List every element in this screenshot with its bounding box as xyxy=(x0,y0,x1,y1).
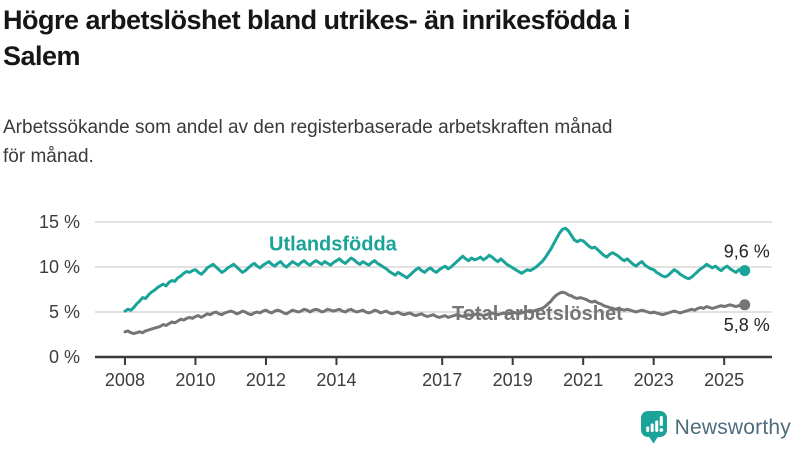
y-tick-label: 10 % xyxy=(39,257,80,277)
speech-bubble-shape xyxy=(640,411,667,437)
y-tick-label: 15 % xyxy=(39,212,80,232)
series-line-total-arbetslöshet xyxy=(123,290,747,336)
page-title: Högre arbetslöshet bland utrikes- än inr… xyxy=(3,2,799,74)
newsworthy-logo: Newsworthy xyxy=(640,411,791,444)
x-tick-label: 2021 xyxy=(563,370,603,390)
chart-subtitle: Arbetssökande som andel av den registerb… xyxy=(3,113,793,171)
newsworthy-wordmark: Newsworthy xyxy=(674,415,791,439)
page-title-line1: Högre arbetslöshet bland utrikes- än inr… xyxy=(3,5,631,35)
series-line-utlandsfödda xyxy=(123,226,747,313)
x-tick-label: 2025 xyxy=(704,370,744,390)
series-end-value-label: 5,8 % xyxy=(724,315,770,335)
y-tick-label: 5 % xyxy=(49,302,80,322)
newsworthy-icon xyxy=(640,411,667,444)
bar-icon-medium xyxy=(650,423,654,432)
bar-icon-small xyxy=(645,426,649,432)
x-tick-label: 2010 xyxy=(175,370,215,390)
exclamation-dot-icon xyxy=(659,428,663,432)
series-end-dot xyxy=(739,299,751,311)
series-name-label: Total arbetslöshet xyxy=(452,303,623,325)
x-tick-label: 2023 xyxy=(634,370,674,390)
x-tick-label: 2012 xyxy=(246,370,286,390)
series-end-value-label: 9,6 % xyxy=(724,242,770,262)
chart-subtitle-line1: Arbetssökande som andel av den registerb… xyxy=(3,117,613,138)
page-title-line2: Salem xyxy=(3,41,81,71)
x-tick-label: 2017 xyxy=(422,370,462,390)
exclamation-bar-icon xyxy=(659,416,663,426)
series-name-label: Utlandsfödda xyxy=(269,234,398,256)
chart-subtitle-line2: för månad. xyxy=(3,146,94,167)
y-tick-label: 0 % xyxy=(49,347,80,367)
x-tick-label: 2014 xyxy=(316,370,356,390)
x-tick-label: 2008 xyxy=(105,370,145,390)
speech-bubble-tail xyxy=(648,436,659,444)
series-end-dot xyxy=(739,265,751,277)
x-tick-label: 2019 xyxy=(493,370,533,390)
bar-icon-large xyxy=(654,420,658,432)
